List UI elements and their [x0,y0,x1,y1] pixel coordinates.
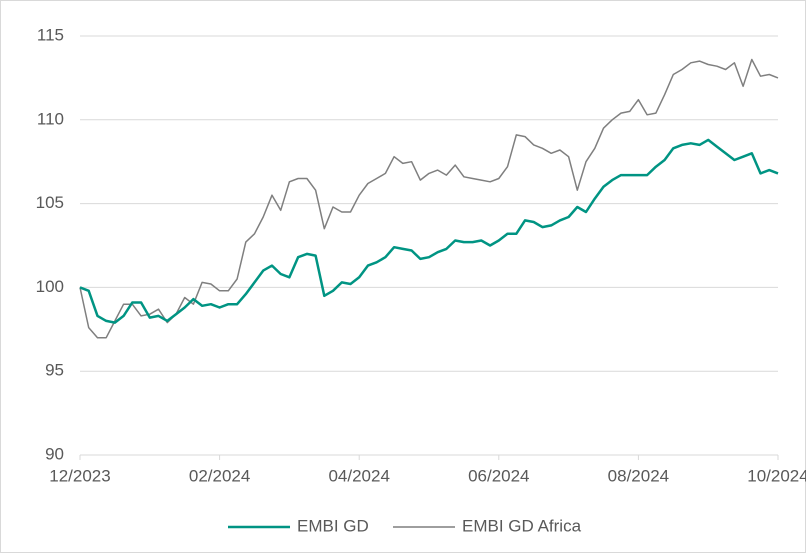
y-tick-label: 115 [37,25,64,44]
y-tick-label: 110 [37,109,64,128]
y-tick-label: 100 [36,277,64,296]
x-tick-label: 12/2023 [49,466,110,485]
y-tick-label: 105 [36,193,64,212]
x-tick-label: 08/2024 [608,466,669,485]
series-line [79,138,779,324]
x-tick-label: 02/2024 [189,466,250,485]
y-tick-label: 90 [45,444,64,463]
x-tick-label: 06/2024 [468,466,529,485]
x-tick-label: 10/2024 [747,466,806,485]
y-tick-label: 95 [45,361,64,380]
x-tick-label: 04/2024 [328,466,389,485]
legend-label: EMBI GD Africa [462,516,582,535]
legend-label: EMBI GD [297,516,369,535]
series-line [79,58,779,339]
